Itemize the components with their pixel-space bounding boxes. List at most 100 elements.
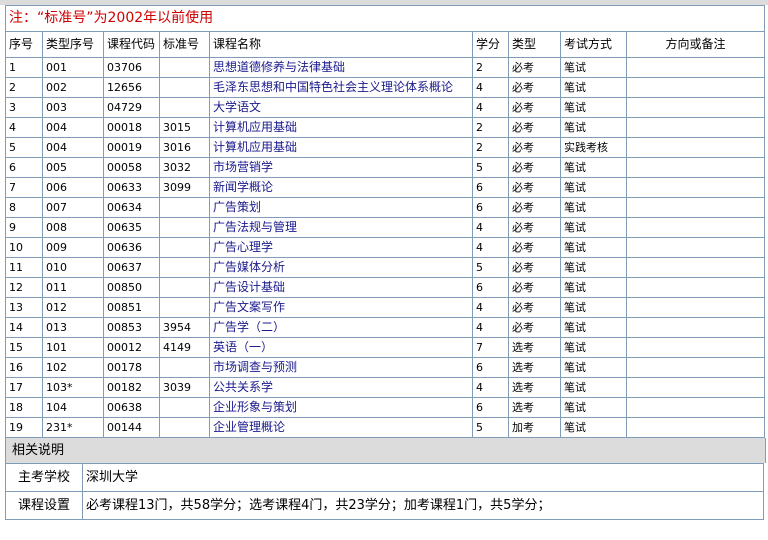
top-bar bbox=[0, 0, 768, 5]
table-cell: 笔试 bbox=[560, 77, 627, 98]
table-cell: 笔试 bbox=[560, 297, 627, 318]
table-cell: 选考 bbox=[508, 397, 561, 418]
table-cell: 笔试 bbox=[560, 257, 627, 278]
table-cell bbox=[625, 217, 766, 238]
table-cell: 04729 bbox=[103, 97, 160, 118]
table-cell: 102 bbox=[42, 357, 104, 378]
course-name-link[interactable]: 英语（一） bbox=[209, 337, 473, 358]
course-name-link[interactable]: 广告媒体分析 bbox=[209, 257, 473, 278]
table-cell bbox=[159, 197, 210, 218]
table-cell: 6 bbox=[5, 157, 43, 178]
table-cell: 12656 bbox=[103, 77, 160, 98]
table-cell: 实践考核 bbox=[560, 137, 627, 158]
table-cell bbox=[159, 357, 210, 378]
course-name-link[interactable]: 广告心理学 bbox=[209, 237, 473, 258]
table-cell: 5 bbox=[5, 137, 43, 158]
table-cell bbox=[625, 417, 766, 438]
table-cell: 6 bbox=[472, 397, 509, 418]
table-cell: 00638 bbox=[103, 397, 160, 418]
table-cell: 6 bbox=[472, 357, 509, 378]
table-cell: 笔试 bbox=[560, 397, 627, 418]
table-cell: 必考 bbox=[508, 317, 561, 338]
table-cell: 6 bbox=[472, 177, 509, 198]
column-header: 方向或备注 bbox=[625, 31, 766, 58]
table-cell bbox=[159, 277, 210, 298]
table-cell: 必考 bbox=[508, 277, 561, 298]
course-name-link[interactable]: 广告法规与管理 bbox=[209, 217, 473, 238]
table-cell: 4149 bbox=[159, 337, 210, 358]
table-cell: 3099 bbox=[159, 177, 210, 198]
course-name-link[interactable]: 计算机应用基础 bbox=[209, 117, 473, 138]
course-name-link[interactable]: 思想道德修养与法律基础 bbox=[209, 57, 473, 78]
table-cell: 00633 bbox=[103, 177, 160, 198]
table-cell: 3039 bbox=[159, 377, 210, 398]
table-cell: 00058 bbox=[103, 157, 160, 178]
course-name-link[interactable]: 广告策划 bbox=[209, 197, 473, 218]
table-cell: 必考 bbox=[508, 77, 561, 98]
course-name-link[interactable]: 公共关系学 bbox=[209, 377, 473, 398]
table-cell: 001 bbox=[42, 57, 104, 78]
table-cell bbox=[625, 257, 766, 278]
course-name-link[interactable]: 市场调查与预测 bbox=[209, 357, 473, 378]
table-cell: 7 bbox=[5, 177, 43, 198]
column-header: 序号 bbox=[5, 31, 43, 58]
table-cell: 2 bbox=[5, 77, 43, 98]
course-name-link[interactable]: 广告学（二） bbox=[209, 317, 473, 338]
table-cell bbox=[159, 77, 210, 98]
table-cell: 6 bbox=[472, 197, 509, 218]
table-cell bbox=[625, 117, 766, 138]
course-name-link[interactable]: 市场营销学 bbox=[209, 157, 473, 178]
table-cell: 必考 bbox=[508, 197, 561, 218]
table-row: 12 011 00850 广告设计基础 6 必考 笔试 bbox=[5, 277, 766, 298]
table-cell: 笔试 bbox=[560, 317, 627, 338]
table-row: 10 009 00636 广告心理学 4 必考 笔试 bbox=[5, 237, 766, 258]
table-cell: 笔试 bbox=[560, 417, 627, 438]
table-cell bbox=[159, 397, 210, 418]
table-cell: 3954 bbox=[159, 317, 210, 338]
course-name-link[interactable]: 大学语文 bbox=[209, 97, 473, 118]
table-cell: 笔试 bbox=[560, 277, 627, 298]
column-header: 课程名称 bbox=[209, 31, 473, 58]
table-cell: 00144 bbox=[103, 417, 160, 438]
table-cell: 3015 bbox=[159, 117, 210, 138]
course-name-link[interactable]: 毛泽东思想和中国特色社会主义理论体系概论 bbox=[209, 77, 473, 98]
course-name-link[interactable]: 企业管理概论 bbox=[209, 417, 473, 438]
table-cell: 18 bbox=[5, 397, 43, 418]
table-cell: 5 bbox=[472, 157, 509, 178]
course-name-link[interactable]: 计算机应用基础 bbox=[209, 137, 473, 158]
table-cell: 00850 bbox=[103, 277, 160, 298]
table-row: 11 010 00637 广告媒体分析 5 必考 笔试 bbox=[5, 257, 766, 278]
table-cell bbox=[159, 57, 210, 78]
column-header: 类型序号 bbox=[42, 31, 104, 58]
table-cell bbox=[159, 257, 210, 278]
table-row: 16 102 00178 市场调查与预测 6 选考 笔试 bbox=[5, 357, 766, 378]
table-row: 8 007 00634 广告策划 6 必考 笔试 bbox=[5, 197, 766, 218]
column-header: 课程代码 bbox=[103, 31, 160, 58]
table-cell: 012 bbox=[42, 297, 104, 318]
table-cell: 2 bbox=[472, 57, 509, 78]
section-title: 相关说明 bbox=[5, 438, 766, 463]
table-cell: 4 bbox=[472, 217, 509, 238]
table-cell: 选考 bbox=[508, 357, 561, 378]
table-cell: 4 bbox=[472, 97, 509, 118]
table-cell bbox=[159, 217, 210, 238]
table-cell: 004 bbox=[42, 117, 104, 138]
course-name-link[interactable]: 广告设计基础 bbox=[209, 277, 473, 298]
course-name-link[interactable]: 企业形象与策划 bbox=[209, 397, 473, 418]
table-cell: 必考 bbox=[508, 57, 561, 78]
table-cell bbox=[625, 157, 766, 178]
table-cell bbox=[159, 97, 210, 118]
course-name-link[interactable]: 新闻学概论 bbox=[209, 177, 473, 198]
table-cell bbox=[625, 297, 766, 318]
table-cell: 002 bbox=[42, 77, 104, 98]
table-cell bbox=[625, 237, 766, 258]
table-cell: 008 bbox=[42, 217, 104, 238]
table-cell bbox=[625, 397, 766, 418]
course-name-link[interactable]: 广告文案写作 bbox=[209, 297, 473, 318]
table-cell bbox=[625, 137, 766, 158]
table-cell: 9 bbox=[5, 217, 43, 238]
table-cell: 00178 bbox=[103, 357, 160, 378]
table-cell: 2 bbox=[472, 117, 509, 138]
table-cell: 101 bbox=[42, 337, 104, 358]
table-cell: 00851 bbox=[103, 297, 160, 318]
